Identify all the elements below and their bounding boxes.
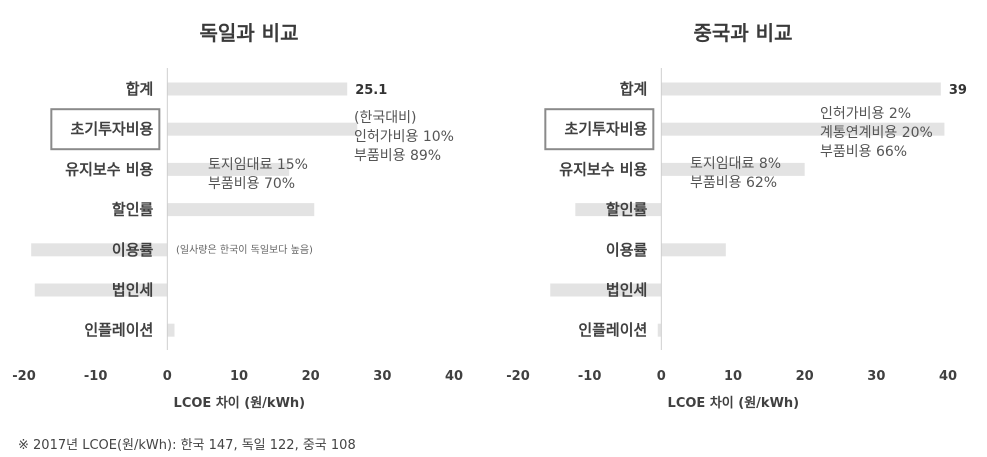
- annotation-line: 부품비용 66%: [820, 144, 907, 160]
- annotation-line: 계통연계비용 20%: [820, 125, 933, 141]
- category-label: 유지보수 비용: [65, 160, 153, 178]
- x-tick-label: 10: [724, 369, 742, 384]
- category-label: 초기투자비용: [71, 120, 154, 138]
- category-label: 이용률: [112, 241, 154, 259]
- x-axis-label: LCOE 차이 (원/kWh): [668, 395, 800, 411]
- category-label: 합계: [126, 80, 154, 98]
- annotation: (한국대비) 인허가비용 10% 부품비용 89%: [354, 110, 454, 164]
- x-tick-label: -20: [12, 369, 36, 384]
- chart-title: 중국과 비교: [694, 21, 793, 45]
- bar-5: [34, 283, 168, 297]
- annotation-line: 부품비용 89%: [354, 148, 441, 164]
- x-tick-label: 0: [657, 369, 666, 384]
- bar-5: [550, 283, 662, 297]
- x-tick-label: 40: [445, 369, 463, 384]
- category-label: 초기투자비용: [565, 120, 648, 138]
- category-label: 할인률: [112, 201, 154, 219]
- annotation-line: 인허가비용 2%: [820, 106, 911, 122]
- category-label: 법인세: [112, 281, 153, 299]
- footnote: ※ 2017년 LCOE(원/kWh): 한국 147, 독일 122, 중국 …: [18, 438, 356, 453]
- bar-6: [167, 323, 175, 337]
- x-tick-label: -20: [506, 369, 530, 384]
- annotation-line: 부품비용 70%: [208, 176, 295, 192]
- bar-4: [661, 243, 726, 257]
- category-label: 할인률: [606, 201, 648, 219]
- bar-3: [575, 203, 662, 217]
- bar-3: [167, 203, 315, 217]
- category-label: 법인세: [606, 281, 647, 299]
- bar-2: [167, 162, 290, 176]
- x-tick-label: 20: [796, 369, 814, 384]
- annotation-line: (한국대비): [354, 110, 416, 126]
- bar-1: [661, 122, 945, 136]
- annotation: 토지임대료 15% 부품비용 70%: [208, 157, 308, 192]
- highlight-box: [50, 108, 161, 151]
- data-label: 39: [949, 83, 967, 98]
- bar-0: [661, 82, 941, 96]
- category-label: 이용률: [606, 241, 648, 259]
- annotation-line: 인허가비용 10%: [354, 129, 454, 145]
- x-tick-label: 0: [163, 369, 172, 384]
- x-axis-label: LCOE 차이 (원/kWh): [174, 395, 306, 411]
- bar-4: [31, 243, 168, 257]
- bar-0: [167, 82, 348, 96]
- x-tick-label: 30: [373, 369, 391, 384]
- bar-2: [661, 162, 805, 176]
- annotation-line: 토지임대료 15%: [208, 157, 308, 173]
- annotation-line: 부품비용 62%: [690, 175, 777, 191]
- category-label: 인플레이션: [84, 321, 153, 339]
- x-tick-label: 10: [230, 369, 248, 384]
- bar-1: [167, 122, 358, 136]
- x-tick-label: 30: [867, 369, 885, 384]
- x-tick-label: 40: [939, 369, 957, 384]
- category-label: 합계: [620, 80, 648, 98]
- annotation: (일사량은 한국이 독일보다 높음): [176, 244, 313, 256]
- annotation: 인허가비용 2% 계통연계비용 20% 부품비용 66%: [820, 106, 933, 160]
- x-tick-label: -10: [578, 369, 602, 384]
- annotation: 토지임대료 8% 부품비용 62%: [690, 156, 781, 191]
- category-label: 인플레이션: [578, 321, 647, 339]
- x-tick-label: -10: [84, 369, 108, 384]
- annotation-line: (일사량은 한국이 독일보다 높음): [176, 244, 313, 256]
- data-label: 25.1: [355, 83, 387, 98]
- x-tick-label: 20: [302, 369, 320, 384]
- chart-title: 독일과 비교: [200, 21, 299, 45]
- bar-6: [657, 323, 662, 337]
- annotation-line: 토지임대료 8%: [690, 156, 781, 172]
- highlight-box: [544, 108, 655, 151]
- category-label: 유지보수 비용: [559, 160, 647, 178]
